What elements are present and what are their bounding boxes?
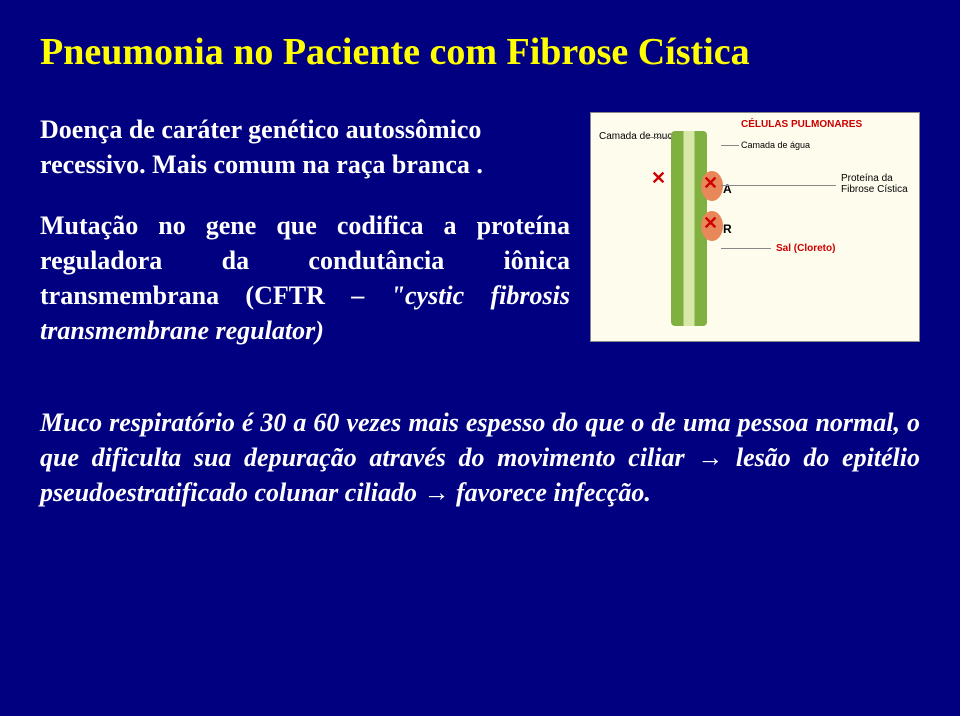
- para3-arrow2: →: [424, 478, 450, 507]
- x-mark-1: ✕: [651, 168, 666, 189]
- label-r: R: [723, 223, 732, 236]
- left-column: Doença de caráter genético autossômico r…: [40, 112, 570, 375]
- paragraph-2: Mutação no gene que codifica a proteína …: [40, 208, 570, 348]
- connector-1: [646, 137, 671, 138]
- label-sal: Sal (Cloreto): [776, 243, 835, 254]
- connector-3: [721, 185, 836, 186]
- label-proteina: Proteína da Fibrose Cística: [841, 173, 911, 195]
- cell-diagram: CÉLULAS PULMONARES Camada de muco Camada…: [590, 112, 920, 342]
- para3-arrow1: →: [697, 443, 723, 472]
- paragraph-1: Doença de caráter genético autossômico r…: [40, 112, 570, 182]
- label-camada-agua: Camada de água: [741, 141, 810, 151]
- paragraph-3: Muco respiratório é 30 a 60 vezes mais e…: [40, 405, 920, 510]
- slide-title: Pneumonia no Paciente com Fibrose Cístic…: [40, 30, 920, 74]
- label-celulas: CÉLULAS PULMONARES: [741, 119, 862, 130]
- content-row: Doença de caráter genético autossômico r…: [40, 112, 920, 375]
- x-mark-2: ✕: [703, 173, 718, 194]
- connector-4: [721, 248, 771, 249]
- connector-2: [721, 145, 739, 146]
- para3-end: favorece infecção.: [450, 478, 651, 507]
- x-mark-3: ✕: [703, 213, 718, 234]
